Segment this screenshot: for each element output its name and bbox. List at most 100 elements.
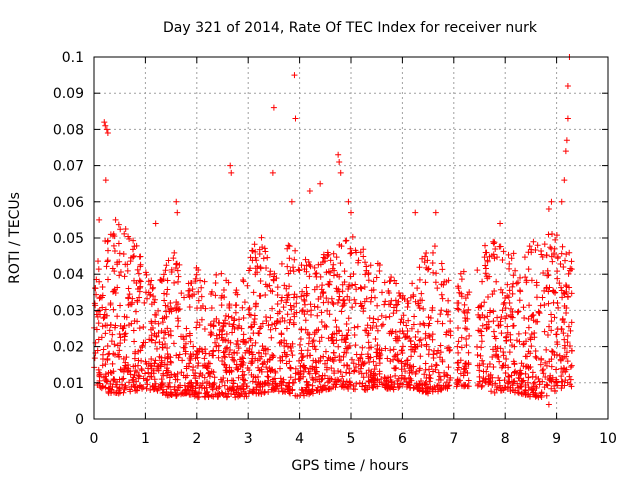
data-point (265, 382, 272, 389)
data-point (193, 324, 200, 331)
data-point (298, 357, 305, 364)
data-point (207, 370, 214, 377)
data-point (240, 278, 247, 285)
data-point (160, 335, 167, 342)
data-point (95, 266, 102, 273)
data-point (551, 245, 558, 252)
data-point (494, 353, 501, 360)
data-point (121, 230, 128, 237)
data-point (414, 285, 421, 292)
data-point (564, 379, 571, 386)
data-point (236, 322, 243, 329)
data-point (278, 385, 285, 392)
data-point (163, 291, 170, 298)
data-point (218, 302, 225, 309)
data-point (568, 258, 575, 265)
data-point (326, 311, 333, 318)
data-point (481, 378, 488, 385)
data-point (350, 360, 357, 367)
data-point (289, 379, 296, 386)
data-point (342, 237, 349, 244)
data-point (173, 299, 180, 306)
data-point (522, 353, 529, 360)
data-point (175, 354, 182, 361)
data-point (376, 360, 383, 367)
data-point (482, 249, 489, 256)
data-point (142, 370, 149, 377)
data-point (532, 348, 539, 355)
data-point (420, 320, 427, 327)
data-point (163, 388, 170, 395)
data-point (223, 330, 230, 337)
data-point (465, 349, 472, 356)
data-point (100, 315, 107, 322)
data-point (410, 321, 417, 328)
data-point (170, 340, 177, 347)
data-point (421, 381, 428, 388)
data-point (568, 362, 575, 369)
data-point (333, 285, 340, 292)
data-point (214, 393, 221, 400)
data-point (178, 369, 185, 376)
data-point (186, 304, 193, 311)
data-point (287, 302, 294, 309)
data-point (568, 347, 575, 354)
data-point (541, 328, 548, 335)
data-point (412, 334, 419, 341)
data-point (515, 308, 522, 315)
data-point (494, 314, 501, 321)
data-point (350, 386, 357, 393)
data-point (227, 339, 234, 346)
data-point (336, 288, 343, 295)
data-point (493, 278, 500, 285)
data-point (482, 270, 489, 277)
data-point (264, 358, 271, 365)
data-point (352, 342, 359, 349)
data-point (239, 354, 246, 361)
data-point (349, 304, 356, 311)
data-point (145, 278, 152, 285)
data-point (257, 278, 264, 285)
data-point (292, 115, 299, 122)
data-point (99, 383, 106, 390)
data-point (162, 267, 169, 274)
data-point (328, 334, 335, 341)
data-point (394, 301, 401, 308)
data-point (202, 390, 209, 397)
data-point (136, 294, 143, 301)
data-point (212, 339, 219, 346)
data-point (215, 347, 222, 354)
data-point (170, 255, 177, 262)
data-point (334, 376, 341, 383)
data-point (534, 318, 541, 325)
data-point (102, 330, 109, 337)
data-point (259, 343, 266, 350)
data-point (306, 331, 313, 338)
data-point (532, 246, 539, 253)
data-point (365, 367, 372, 374)
data-point (454, 300, 461, 307)
data-point (402, 375, 409, 382)
data-point (269, 351, 276, 358)
data-point (288, 198, 295, 205)
data-point (360, 246, 367, 253)
data-point (445, 308, 452, 315)
data-point (445, 277, 452, 284)
data-point (347, 245, 354, 252)
data-point (416, 337, 423, 344)
data-point (264, 373, 271, 380)
data-point (392, 328, 399, 335)
data-point (499, 307, 506, 314)
data-point (340, 297, 347, 304)
data-point (218, 270, 225, 277)
data-point (176, 351, 183, 358)
data-point (205, 392, 212, 399)
data-point (558, 373, 565, 380)
data-point (112, 322, 119, 329)
data-point (330, 301, 337, 308)
data-point (286, 319, 293, 326)
data-point (439, 295, 446, 302)
data-point (110, 376, 117, 383)
data-point (478, 338, 485, 345)
data-point (114, 259, 121, 266)
